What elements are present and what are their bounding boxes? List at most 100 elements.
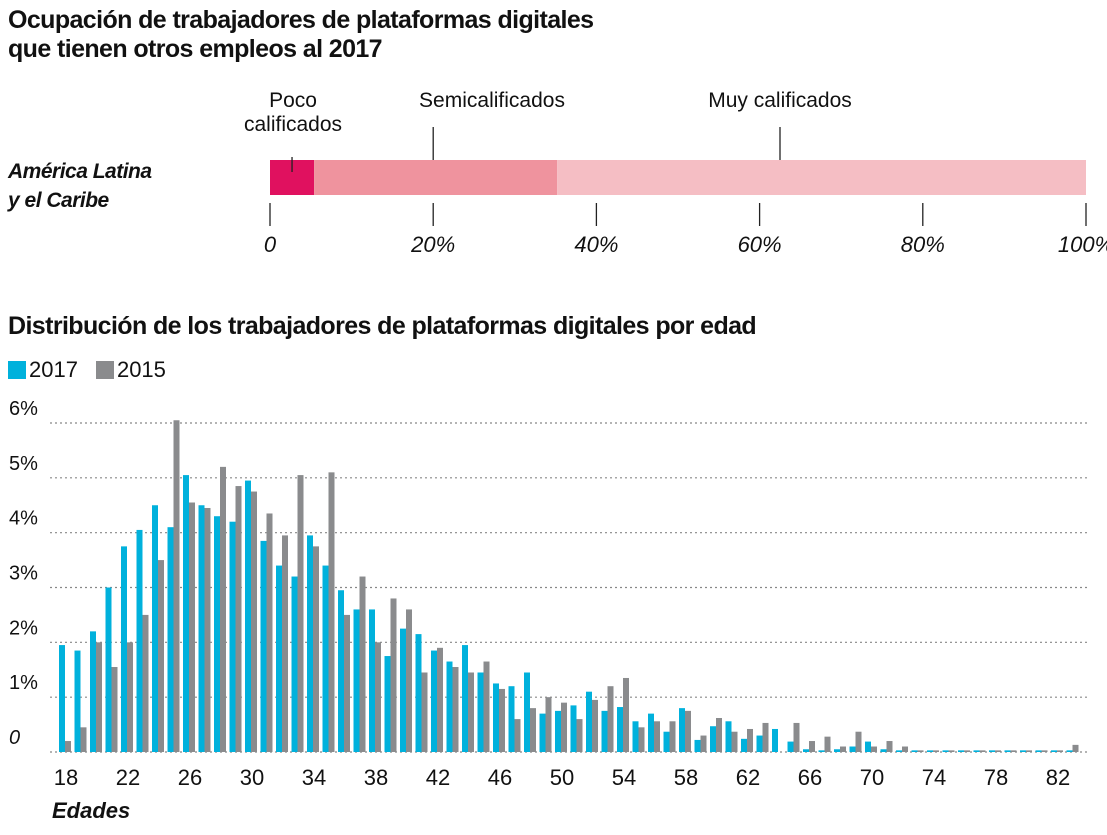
bar-2017-age-82 bbox=[1051, 750, 1057, 752]
bar-2015-age-42 bbox=[437, 647, 443, 752]
age-distribution-chart: 0 1% 2% 3% 4% 5% 6% 18 22 26 30 34 38 42 46 50 54 58 62 66 7… bbox=[9, 398, 1090, 823]
y-tick-label: 4% bbox=[9, 508, 38, 530]
bar-2015-age-66 bbox=[809, 741, 815, 752]
bar-2017-age-28 bbox=[214, 516, 220, 752]
bar-2015-age-76 bbox=[964, 750, 970, 752]
y-tick-label: 0 bbox=[9, 727, 20, 749]
legend-label: 2015 bbox=[116, 357, 166, 382]
bar-2017-age-60 bbox=[710, 726, 716, 752]
chart1-title-line: Ocupación de trabajadores de plataformas… bbox=[8, 6, 594, 34]
x-tick-label: 0 bbox=[263, 232, 277, 257]
bar-2017-age-48 bbox=[524, 672, 530, 752]
bar-2017-age-68 bbox=[834, 749, 840, 752]
x-axis-label: Edades bbox=[52, 798, 130, 823]
bar-2015-age-69 bbox=[855, 731, 862, 752]
bar-2017-age-40 bbox=[400, 628, 406, 752]
bar-2017-age-34 bbox=[307, 535, 313, 752]
bar-2017-age-65 bbox=[787, 741, 794, 752]
bar-2017-age-45 bbox=[477, 672, 484, 752]
bar-segment-muy-calificados bbox=[557, 160, 1086, 195]
label-line: Poco bbox=[269, 89, 317, 112]
bar-segment-semicalificados bbox=[314, 160, 558, 195]
bar-2017-age-50 bbox=[555, 710, 561, 752]
bar-2015-age-61 bbox=[731, 731, 738, 752]
bar-2017-age-43 bbox=[446, 661, 453, 752]
chart1-title-line: que tienen otros empleos al 2017 bbox=[8, 35, 383, 63]
chart1-title: Ocupación de trabajadores de plataformas… bbox=[8, 6, 594, 64]
bar-2017-age-46 bbox=[493, 683, 499, 752]
bar-2015-age-79 bbox=[1010, 750, 1017, 752]
bar-2015-age-54 bbox=[623, 677, 629, 752]
bar-2015-age-53 bbox=[607, 686, 614, 752]
bar-2017-age-75 bbox=[942, 750, 949, 752]
legend-item-2017: 2017 bbox=[8, 357, 78, 383]
bar-2015-age-80 bbox=[1026, 750, 1032, 752]
bar-2017-age-72 bbox=[896, 750, 902, 752]
bar-2015-age-47 bbox=[514, 719, 521, 752]
bar-2017-age-44 bbox=[462, 645, 468, 752]
bar-2017-age-55 bbox=[632, 721, 639, 752]
bar-2015-age-27 bbox=[204, 507, 211, 752]
bar-2017-age-71 bbox=[880, 749, 887, 752]
bar-2015-age-46 bbox=[499, 688, 505, 752]
bar-2017-age-81 bbox=[1035, 750, 1042, 752]
bar-2015-age-55 bbox=[638, 727, 645, 752]
bar-2017-age-25 bbox=[167, 527, 174, 752]
bar-2015-age-34 bbox=[313, 546, 319, 752]
bar-2017-age-77 bbox=[973, 750, 980, 752]
bar-2015-age-39 bbox=[390, 598, 397, 752]
bar-2015-age-21 bbox=[111, 667, 118, 752]
bar-2015-age-35 bbox=[328, 472, 335, 752]
bar-2017-age-35 bbox=[322, 565, 329, 752]
bar-2015-age-25 bbox=[173, 420, 180, 752]
bar-2017-age-41 bbox=[415, 634, 422, 752]
bar-2015-age-71 bbox=[886, 741, 893, 752]
x-tick-label: 26 bbox=[178, 765, 202, 790]
bar-2017-age-53 bbox=[601, 710, 608, 752]
bar-2015-age-58 bbox=[685, 710, 691, 752]
bar-2017-age-30 bbox=[245, 480, 251, 752]
bar-2015-age-40 bbox=[406, 609, 412, 752]
x-tick-label: 40% bbox=[574, 232, 619, 257]
bar-2015-age-62 bbox=[747, 728, 753, 752]
bar-2015-age-22 bbox=[127, 642, 133, 752]
bar-2015-age-81 bbox=[1041, 750, 1048, 752]
stacked-bar-chart bbox=[269, 127, 1087, 226]
bar-2017-age-19 bbox=[74, 650, 81, 752]
bar-2015-age-18 bbox=[65, 741, 71, 752]
bar-2017-age-59 bbox=[694, 739, 701, 752]
bar-2015-age-28 bbox=[220, 466, 226, 752]
x-tick-label: 38 bbox=[364, 765, 388, 790]
bar-2017-age-61 bbox=[725, 721, 732, 752]
x-tick-label: 66 bbox=[798, 765, 822, 790]
category-line: América Latina bbox=[8, 160, 152, 183]
bar-2015-age-37 bbox=[359, 576, 366, 752]
bar-2017-age-29 bbox=[229, 521, 236, 752]
bar-2015-age-59 bbox=[700, 735, 707, 752]
bar-2015-age-23 bbox=[142, 614, 149, 752]
y-tick-label: 1% bbox=[9, 672, 38, 694]
x-tick-label: 58 bbox=[674, 765, 698, 790]
bar-2015-age-45 bbox=[483, 661, 490, 752]
bar-2015-age-43 bbox=[452, 667, 459, 752]
bar-2017-age-70 bbox=[865, 741, 871, 752]
bar-2015-age-33 bbox=[297, 475, 304, 752]
bar-2015-age-74 bbox=[933, 750, 939, 752]
bar-2015-age-63 bbox=[762, 722, 769, 752]
bar-2017-age-79 bbox=[1004, 750, 1011, 752]
legend-item-2015: 2015 bbox=[95, 357, 166, 383]
bar-2017-age-78 bbox=[989, 750, 995, 752]
bar-2017-age-21 bbox=[105, 587, 112, 752]
y-tick-label: 5% bbox=[9, 453, 38, 475]
y-tick-label: 6% bbox=[9, 398, 38, 420]
bar-2015-age-49 bbox=[545, 697, 552, 752]
x-tick-label: 42 bbox=[426, 765, 450, 790]
x-tick-label: 62 bbox=[736, 765, 760, 790]
x-tick-label: 78 bbox=[984, 765, 1008, 790]
bar-2015-age-68 bbox=[840, 746, 846, 752]
bar-2015-age-31 bbox=[266, 513, 273, 752]
label-semicalificados: Semicalificados bbox=[419, 89, 565, 112]
x-tick-label: 82 bbox=[1046, 765, 1070, 790]
bar-2017-age-51 bbox=[570, 705, 577, 752]
bar-2017-age-22 bbox=[121, 546, 127, 752]
